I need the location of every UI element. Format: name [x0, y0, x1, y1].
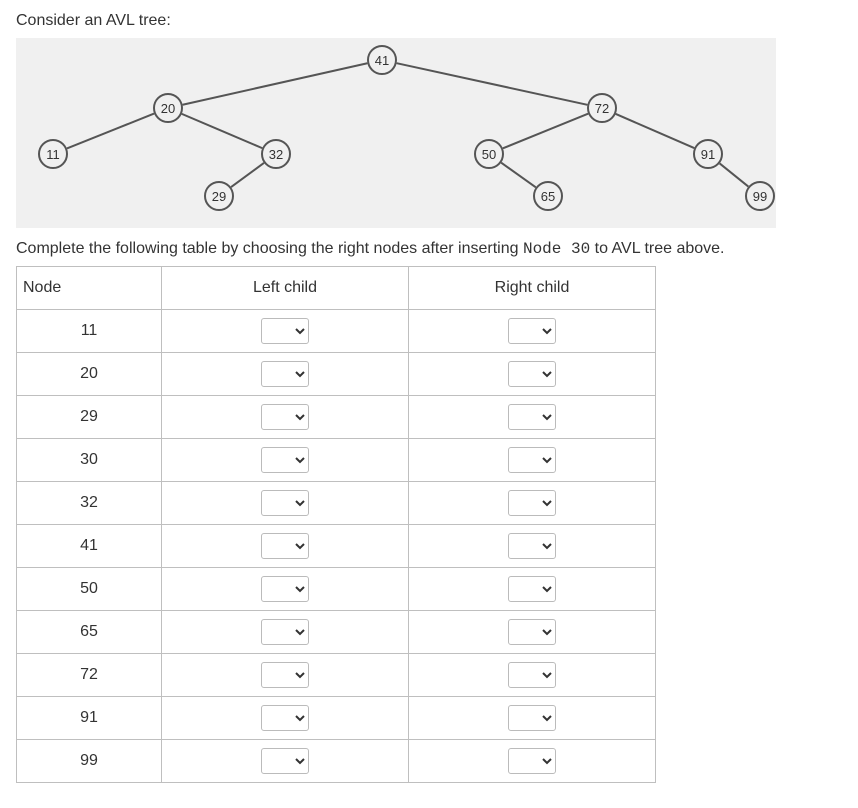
left-child-cell	[161, 697, 408, 740]
node-cell: 20	[17, 353, 162, 396]
left-child-select[interactable]	[261, 705, 309, 731]
left-child-select[interactable]	[261, 318, 309, 344]
instruction-prefix: Complete the following table by choosing…	[16, 240, 523, 257]
left-child-select[interactable]	[261, 533, 309, 559]
node-cell: 50	[17, 568, 162, 611]
right-child-cell	[408, 740, 655, 783]
table-row: 32	[17, 482, 656, 525]
instruction-suffix: to AVL tree above.	[590, 240, 724, 257]
node-cell: 72	[17, 654, 162, 697]
right-child-cell	[408, 568, 655, 611]
node-cell: 65	[17, 611, 162, 654]
tree-node-29: 29	[204, 181, 234, 211]
right-child-cell	[408, 525, 655, 568]
right-child-cell	[408, 353, 655, 396]
tree-node-32: 32	[261, 139, 291, 169]
table-row: 29	[17, 396, 656, 439]
right-child-cell	[408, 439, 655, 482]
node-cell: 91	[17, 697, 162, 740]
tree-node-50: 50	[474, 139, 504, 169]
right-child-select[interactable]	[508, 533, 556, 559]
right-child-cell	[408, 482, 655, 525]
left-child-cell	[161, 611, 408, 654]
right-child-select[interactable]	[508, 705, 556, 731]
table-row: 11	[17, 310, 656, 353]
node-cell: 30	[17, 439, 162, 482]
right-child-select[interactable]	[508, 619, 556, 645]
left-child-select[interactable]	[261, 361, 309, 387]
table-row: 20	[17, 353, 656, 396]
tree-node-20: 20	[153, 93, 183, 123]
right-child-select[interactable]	[508, 404, 556, 430]
answer-table-body: 1120293032415065729199	[17, 310, 656, 783]
header-right: Right child	[408, 267, 655, 310]
right-child-select[interactable]	[508, 361, 556, 387]
right-child-cell	[408, 396, 655, 439]
table-row: 72	[17, 654, 656, 697]
header-node: Node	[17, 267, 162, 310]
node-cell: 29	[17, 396, 162, 439]
table-row: 30	[17, 439, 656, 482]
tree-node-41: 41	[367, 45, 397, 75]
table-row: 65	[17, 611, 656, 654]
left-child-select[interactable]	[261, 490, 309, 516]
node-cell: 11	[17, 310, 162, 353]
right-child-cell	[408, 611, 655, 654]
tree-edges	[16, 38, 776, 228]
node-cell: 32	[17, 482, 162, 525]
left-child-cell	[161, 568, 408, 611]
left-child-cell	[161, 740, 408, 783]
left-child-cell	[161, 353, 408, 396]
table-row: 91	[17, 697, 656, 740]
left-child-cell	[161, 310, 408, 353]
avl-tree-diagram: 41 20 72 11 32 50 91 29 65 99	[16, 38, 776, 228]
right-child-cell	[408, 310, 655, 353]
right-child-select[interactable]	[508, 447, 556, 473]
left-child-cell	[161, 439, 408, 482]
right-child-select[interactable]	[508, 662, 556, 688]
tree-node-65: 65	[533, 181, 563, 211]
instruction-text: Complete the following table by choosing…	[16, 240, 842, 258]
right-child-select[interactable]	[508, 490, 556, 516]
instruction-code: Node 30	[523, 240, 590, 258]
node-cell: 99	[17, 740, 162, 783]
tree-node-91: 91	[693, 139, 723, 169]
tree-node-11: 11	[38, 139, 68, 169]
left-child-cell	[161, 654, 408, 697]
answer-table: Node Left child Right child 112029303241…	[16, 266, 656, 783]
right-child-select[interactable]	[508, 318, 556, 344]
left-child-cell	[161, 396, 408, 439]
left-child-cell	[161, 525, 408, 568]
left-child-select[interactable]	[261, 619, 309, 645]
intro-text: Consider an AVL tree:	[16, 12, 842, 30]
table-row: 50	[17, 568, 656, 611]
left-child-select[interactable]	[261, 447, 309, 473]
tree-node-72: 72	[587, 93, 617, 123]
tree-node-99: 99	[745, 181, 775, 211]
node-cell: 41	[17, 525, 162, 568]
table-row: 41	[17, 525, 656, 568]
left-child-select[interactable]	[261, 576, 309, 602]
right-child-select[interactable]	[508, 748, 556, 774]
table-row: 99	[17, 740, 656, 783]
left-child-select[interactable]	[261, 748, 309, 774]
left-child-cell	[161, 482, 408, 525]
right-child-cell	[408, 654, 655, 697]
right-child-cell	[408, 697, 655, 740]
left-child-select[interactable]	[261, 404, 309, 430]
header-left: Left child	[161, 267, 408, 310]
left-child-select[interactable]	[261, 662, 309, 688]
right-child-select[interactable]	[508, 576, 556, 602]
